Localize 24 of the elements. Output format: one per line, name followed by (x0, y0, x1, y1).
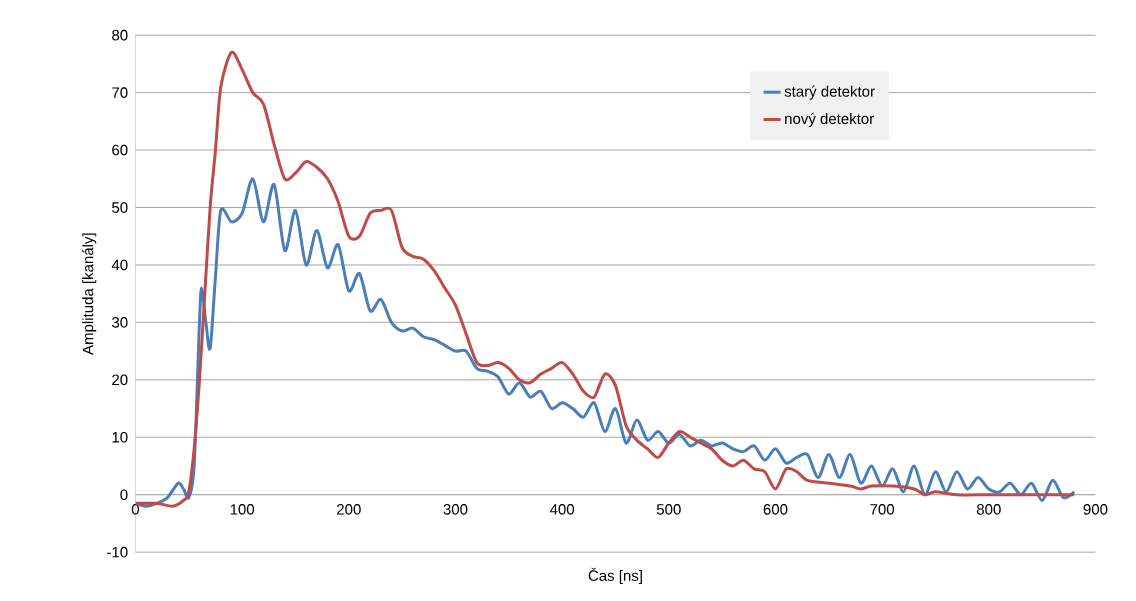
legend-label: nový detektor (785, 112, 874, 128)
x-tick-label: 100 (230, 504, 255, 515)
y-tick-label: 0 (120, 489, 128, 501)
x-tick-label: 500 (656, 504, 681, 515)
x-tick-label: 0 (131, 504, 140, 515)
x-tick-label: 700 (870, 504, 895, 515)
y-tick-label: 20 (112, 374, 128, 386)
y-axis-title: Amplituda [kanály] (82, 233, 97, 355)
x-tick-label: 900 (1083, 504, 1108, 515)
x-tick-label: 200 (337, 504, 361, 515)
x-tick-label: 300 (443, 504, 468, 515)
y-tick-label: 60 (112, 144, 128, 156)
y-tick-label: -10 (107, 546, 128, 558)
y-tick-label: 30 (112, 317, 128, 328)
legend-label: starý detektor (784, 85, 875, 100)
x-axis-title: Čas [ns] (588, 567, 642, 584)
y-tick-label: 40 (111, 259, 128, 271)
x-tick-label: 600 (763, 504, 788, 515)
x-tick-label: 400 (549, 504, 575, 515)
y-tick-label: 10 (112, 431, 128, 443)
y-tick-label: 70 (112, 87, 128, 98)
y-tick-label: 80 (112, 29, 128, 41)
x-tick-label: 800 (976, 504, 1001, 515)
y-tick-label: 50 (112, 202, 128, 213)
